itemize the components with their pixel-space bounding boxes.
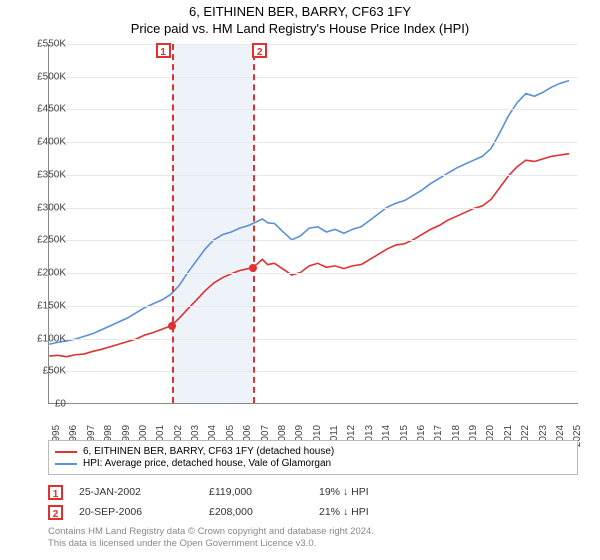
transaction-date: 20-SEP-2006: [79, 506, 209, 518]
legend-label-property: 6, EITHINEN BER, BARRY, CF63 1FY (detach…: [83, 446, 334, 457]
chart-marker-label: 1: [156, 43, 171, 58]
title-line1: 6, EITHINEN BER, BARRY, CF63 1FY: [0, 4, 600, 19]
legend-box: 6, EITHINEN BER, BARRY, CF63 1FY (detach…: [48, 440, 578, 475]
transaction-marker: 2: [48, 505, 63, 520]
y-tick-label: £400K: [24, 137, 66, 148]
series-line: [49, 154, 569, 357]
y-tick-label: £250K: [24, 235, 66, 246]
sale-point: [249, 264, 257, 272]
legend-item-hpi: HPI: Average price, detached house, Vale…: [55, 458, 571, 469]
y-tick-label: £450K: [24, 104, 66, 115]
sale-point: [168, 322, 176, 330]
y-tick-label: £0: [24, 399, 66, 410]
y-tick-label: £500K: [24, 71, 66, 82]
y-tick-label: £100K: [24, 333, 66, 344]
x-axis-labels: 1995199619971998199920002001200220032004…: [48, 408, 578, 438]
y-tick-label: £150K: [24, 300, 66, 311]
transaction-rows: 1 25-JAN-2002 £119,000 19% ↓ HPI 2 20-SE…: [48, 482, 578, 522]
legend-label-hpi: HPI: Average price, detached house, Vale…: [83, 458, 331, 469]
transaction-price: £208,000: [209, 506, 319, 518]
chart-svg: [49, 44, 578, 403]
title-line2: Price paid vs. HM Land Registry's House …: [0, 21, 600, 36]
footer-attribution: Contains HM Land Registry data © Crown c…: [48, 526, 578, 550]
footer-line1: Contains HM Land Registry data © Crown c…: [48, 526, 578, 538]
y-tick-label: £200K: [24, 268, 66, 279]
transaction-diff: 21% ↓ HPI: [319, 506, 429, 518]
transaction-row: 1 25-JAN-2002 £119,000 19% ↓ HPI: [48, 482, 578, 502]
legend-swatch-hpi: [55, 463, 77, 465]
series-line: [49, 81, 569, 345]
chart-title-block: 6, EITHINEN BER, BARRY, CF63 1FY Price p…: [0, 0, 600, 38]
y-tick-label: £50K: [24, 366, 66, 377]
transaction-price: £119,000: [209, 486, 319, 498]
price-chart: 12: [48, 44, 578, 404]
y-tick-label: £550K: [24, 39, 66, 50]
footer-line2: This data is licensed under the Open Gov…: [48, 538, 578, 550]
legend-swatch-property: [55, 451, 77, 453]
transaction-date: 25-JAN-2002: [79, 486, 209, 498]
transaction-diff: 19% ↓ HPI: [319, 486, 429, 498]
chart-marker-label: 2: [252, 43, 267, 58]
legend-item-property: 6, EITHINEN BER, BARRY, CF63 1FY (detach…: [55, 446, 571, 457]
transaction-row: 2 20-SEP-2006 £208,000 21% ↓ HPI: [48, 502, 578, 522]
y-tick-label: £350K: [24, 169, 66, 180]
transaction-marker: 1: [48, 485, 63, 500]
y-tick-label: £300K: [24, 202, 66, 213]
